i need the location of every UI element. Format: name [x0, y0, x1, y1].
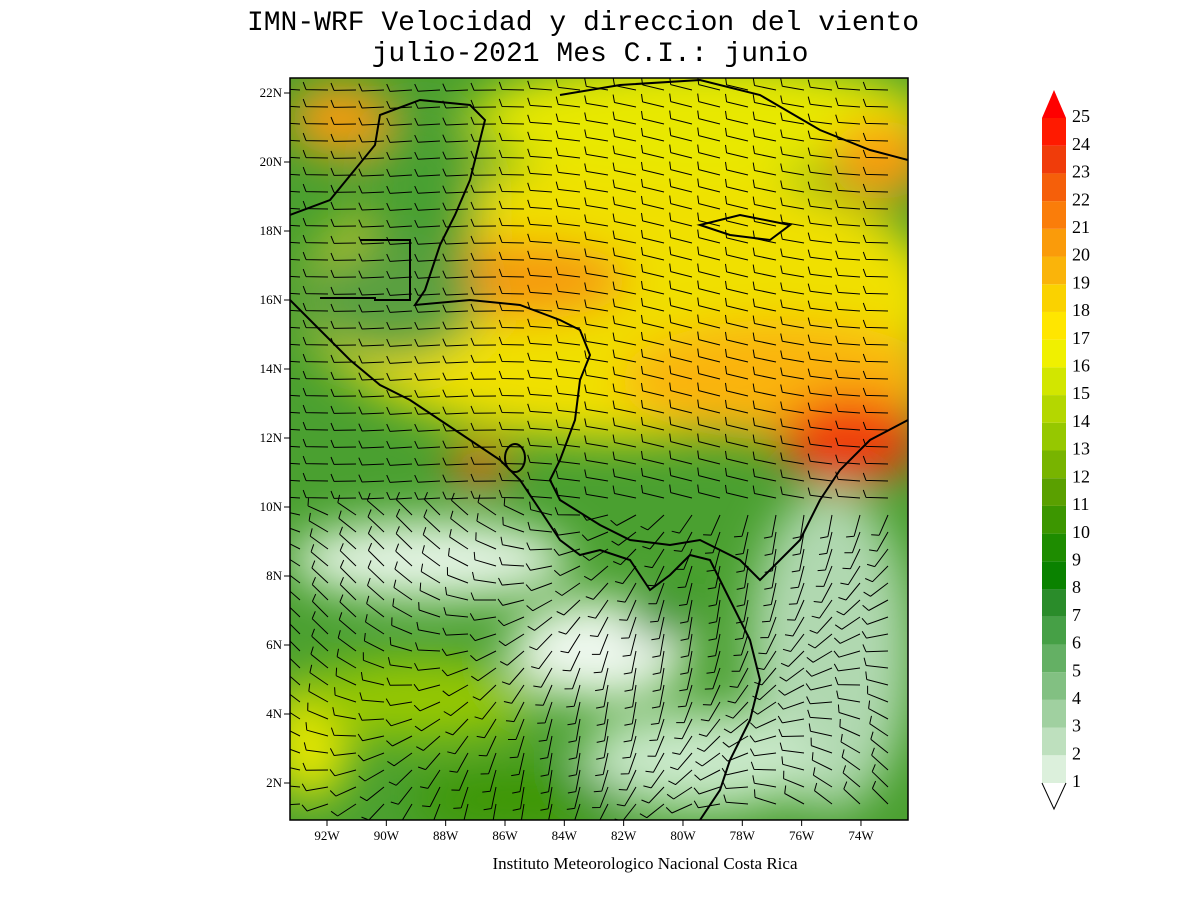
colorbar-segment	[1042, 284, 1066, 312]
lon-label: 74W	[848, 828, 874, 843]
colorbar-label: 6	[1072, 633, 1081, 653]
colorbar-segment	[1042, 228, 1066, 257]
lon-label: 88W	[433, 828, 459, 843]
colorbar-segment	[1042, 672, 1066, 700]
colorbar-under	[1041, 782, 1067, 811]
colorbar-label: 14	[1072, 411, 1090, 431]
wind-barbs	[290, 78, 889, 820]
colorbar-segment	[1042, 118, 1066, 146]
colorbar-segment	[1042, 589, 1066, 617]
colorbar-segment	[1042, 533, 1066, 562]
colorbar-segment	[1042, 422, 1066, 451]
colorbar-label: 9	[1072, 549, 1081, 569]
title-line: IMN-WRF Velocidad y direccion del viento	[247, 8, 919, 39]
colorbar-segment	[1042, 450, 1066, 479]
colorbar-label: 22	[1072, 189, 1090, 209]
lat-label: 16N	[260, 292, 283, 307]
colorbar-label: 3	[1072, 716, 1081, 736]
colorbar-label: 25	[1072, 106, 1090, 126]
colorbar-label: 5	[1072, 660, 1081, 680]
colorbar-segment	[1042, 505, 1066, 534]
colorbar-label: 11	[1072, 494, 1089, 514]
colorbar-label: 18	[1072, 300, 1090, 320]
colorbar-segment	[1042, 256, 1066, 285]
map-frame	[289, 77, 909, 821]
footer-credit: Instituto Meteorologico Nacional Costa R…	[493, 854, 798, 873]
lon-label: 84W	[552, 828, 578, 843]
colorbar-label: 13	[1072, 439, 1090, 459]
lon-label: 92W	[314, 828, 340, 843]
colorbar-over	[1042, 90, 1066, 118]
lat-label: 10N	[260, 499, 283, 514]
lat-label: 2N	[266, 775, 283, 790]
lon-label: 86W	[492, 828, 518, 843]
colorbar-label: 21	[1072, 217, 1090, 237]
colorbar-label: 10	[1072, 522, 1090, 542]
lon-label: 90W	[374, 828, 400, 843]
coastline	[290, 78, 908, 820]
colorbar-label: 17	[1072, 328, 1090, 348]
colorbar-label: 4	[1072, 688, 1081, 708]
colorbar-segment	[1042, 339, 1066, 368]
colorbar-label: 19	[1072, 272, 1090, 292]
lat-label: 14N	[260, 361, 283, 376]
colorbar-segment	[1042, 201, 1066, 229]
lat-label: 8N	[266, 568, 283, 583]
lon-label: 78W	[730, 828, 756, 843]
lat-label: 18N	[260, 223, 283, 238]
lat-label: 12N	[260, 430, 283, 445]
colorbar-label: 16	[1072, 356, 1090, 376]
lat-label: 6N	[266, 637, 283, 652]
lat-label: 4N	[266, 706, 283, 721]
lon-label: 80W	[670, 828, 696, 843]
colorbar-label: 12	[1072, 466, 1090, 486]
wind-field	[290, 78, 908, 820]
barb-set	[290, 78, 889, 820]
colorbar-segment	[1042, 616, 1066, 645]
lon-label: 76W	[789, 828, 815, 843]
lat-label: 22N	[260, 85, 283, 100]
colorbar-segment	[1042, 395, 1066, 423]
colorbar-label: 23	[1072, 162, 1090, 182]
colorbar-segment	[1042, 561, 1066, 590]
colorbar-segment	[1042, 727, 1066, 756]
colorbar-label: 15	[1072, 383, 1090, 403]
colorbar-segment	[1042, 173, 1066, 202]
colorbar-segment	[1042, 644, 1066, 673]
colorbar-label: 24	[1072, 134, 1090, 154]
lon-label: 82W	[611, 828, 637, 843]
colorbar-label: 8	[1072, 577, 1081, 597]
colorbar-segment	[1042, 145, 1066, 174]
colorbar-label: 2	[1072, 743, 1081, 763]
title-line: julio-2021 Mes C.I.: junio	[372, 39, 809, 70]
colorbar-label: 1	[1072, 771, 1081, 791]
colorbar-segment	[1042, 311, 1066, 340]
colorbar-segment	[1042, 478, 1066, 506]
lat-label: 20N	[260, 154, 283, 169]
colorbar-label: 20	[1072, 245, 1090, 265]
colorbar-segment	[1042, 367, 1066, 396]
colorbar-label: 7	[1072, 605, 1081, 625]
colorbar-segment	[1042, 699, 1066, 728]
colorbar-segment	[1042, 755, 1066, 783]
